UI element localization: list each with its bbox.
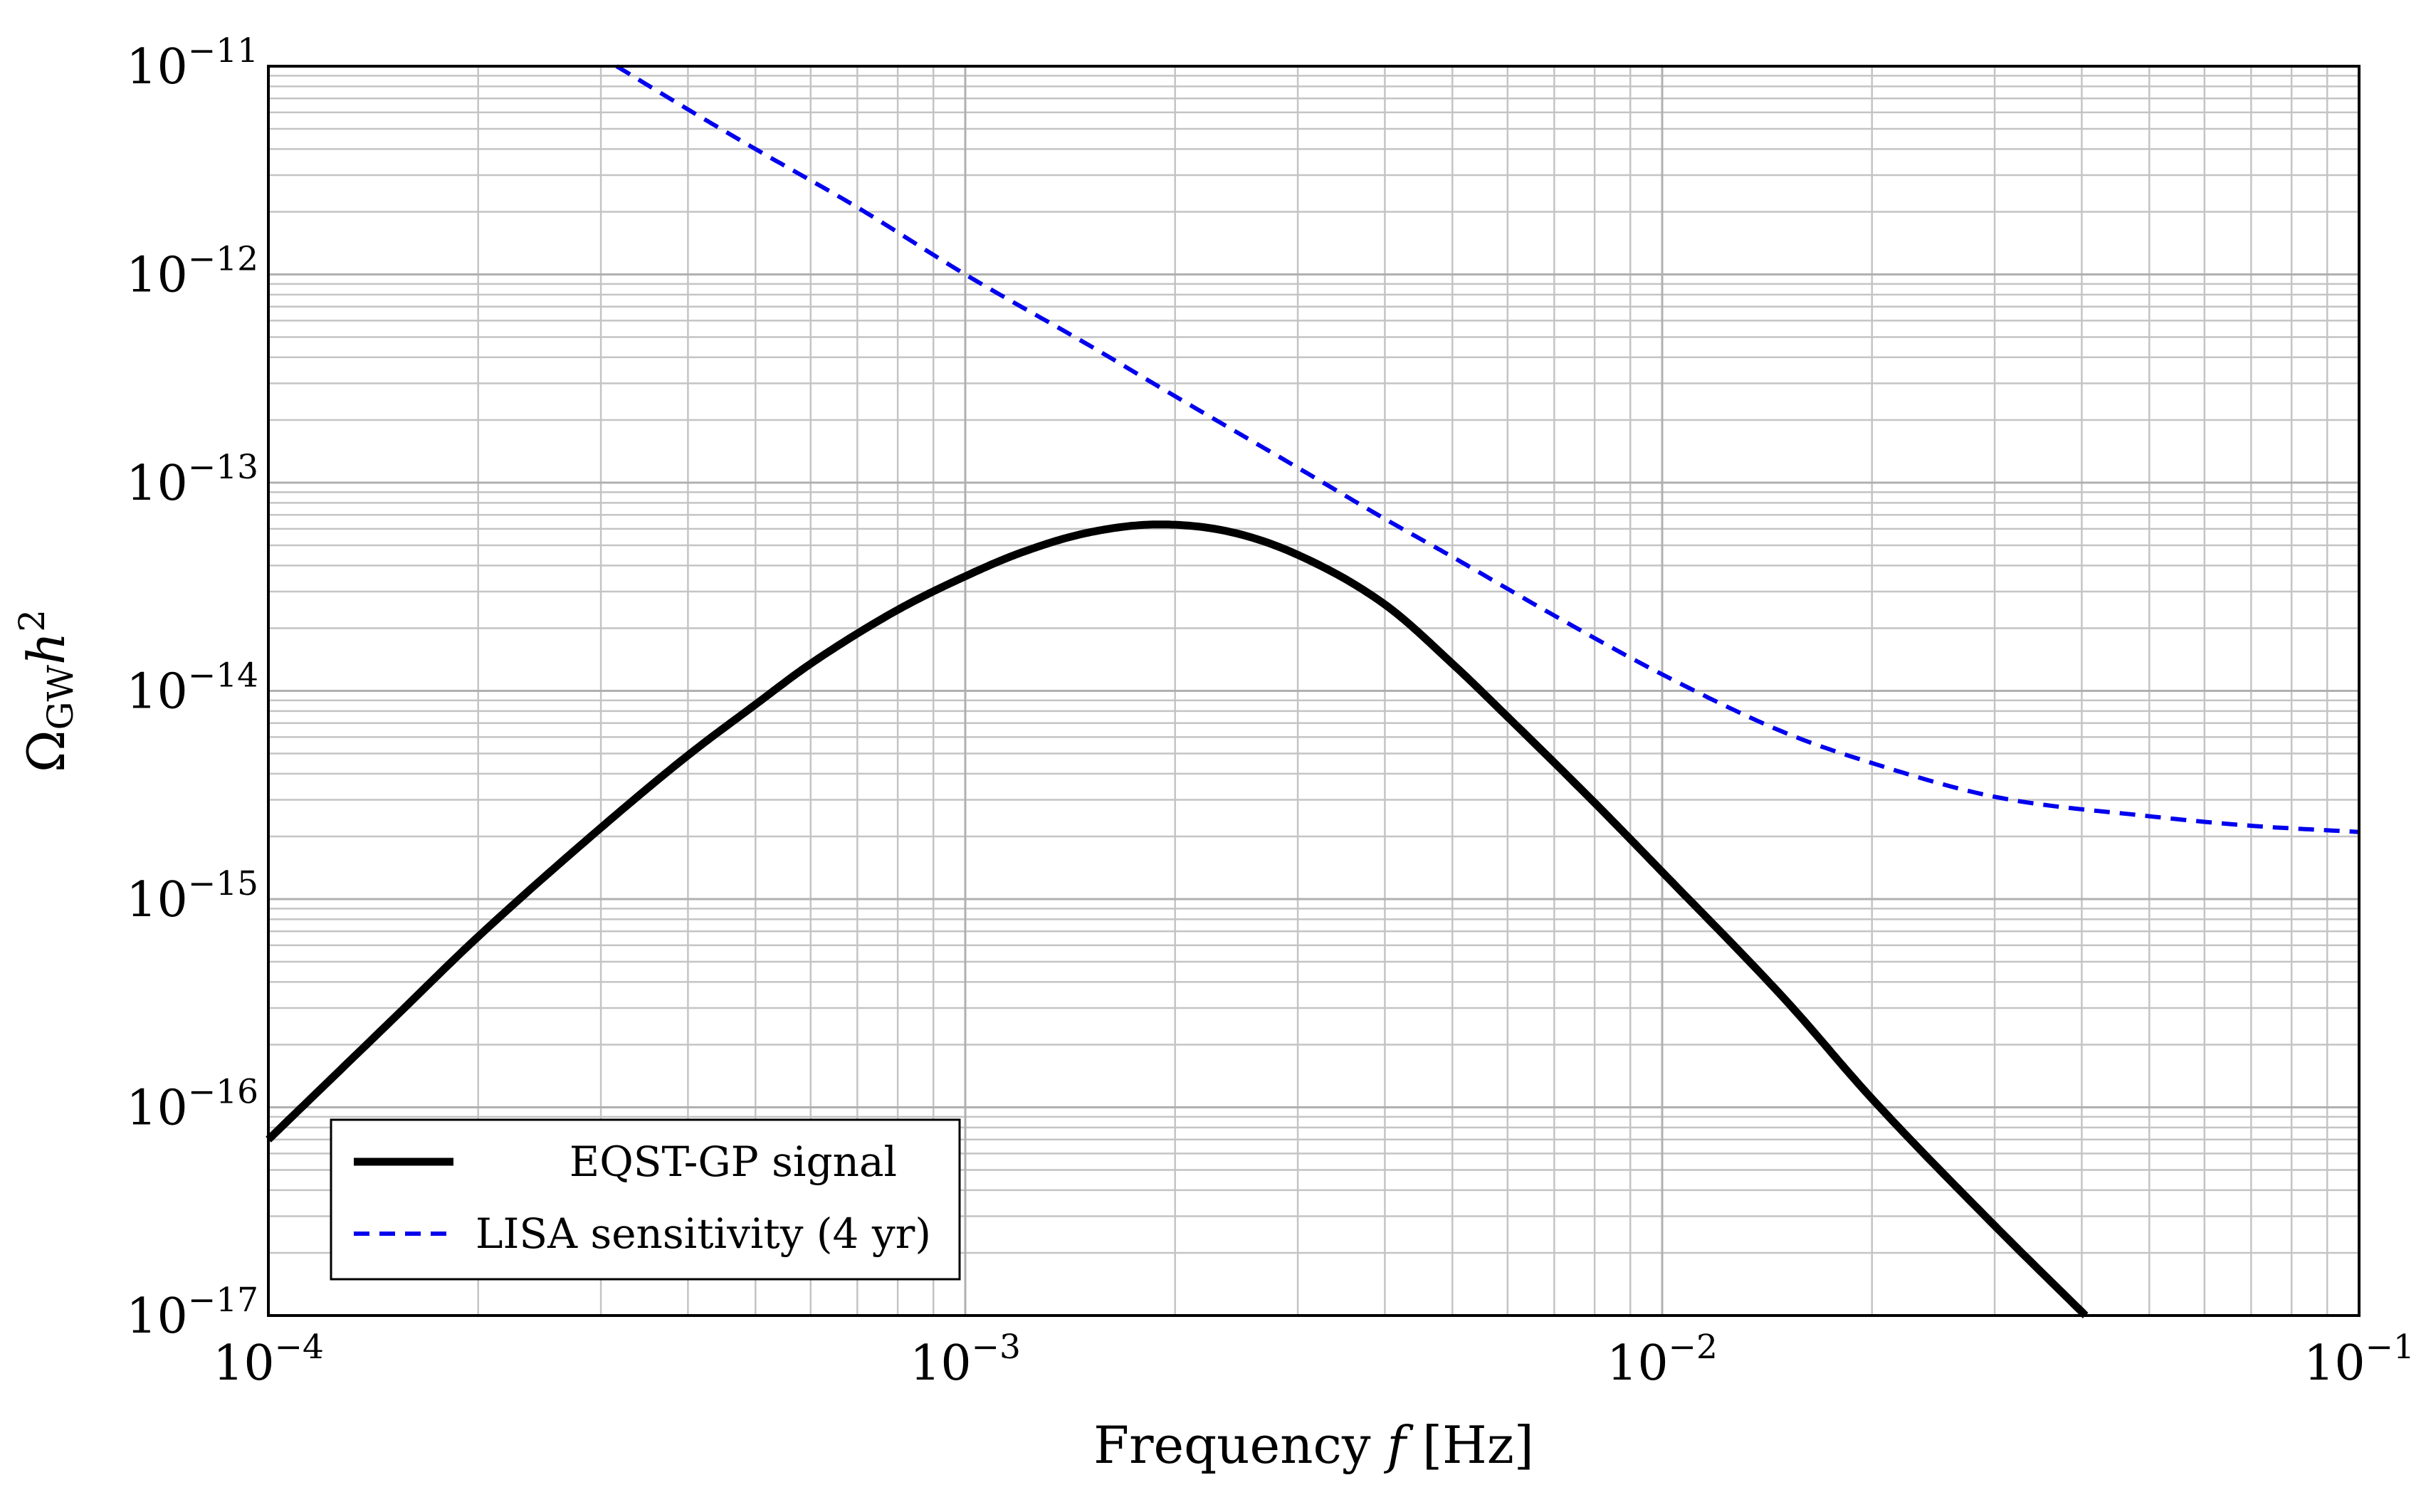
- y-tick-label: 10−15: [126, 864, 258, 928]
- y-tick-label: 10−14: [126, 656, 258, 720]
- series-layer: [266, 64, 2360, 1318]
- x-axis-label-prefix: Frequency: [1093, 1415, 1387, 1475]
- y-axis-label-var: h: [16, 632, 76, 665]
- legend-label-lisa: LISA sensitivity (4 yr): [476, 1209, 931, 1258]
- legend: EQST-GP signal LISA sensitivity (4 yr): [330, 1118, 961, 1281]
- y-axis-label: ΩGWh2: [11, 609, 81, 772]
- x-axis-label-suffix: [Hz]: [1406, 1415, 1534, 1475]
- legend-box: [330, 1118, 961, 1281]
- y-axis-label-sup: 2: [11, 609, 53, 632]
- y-axis-label-sub: GW: [40, 664, 81, 730]
- x-tick-label: 10−3: [910, 1328, 1021, 1392]
- y-tick-label: 10−12: [126, 240, 258, 304]
- y-tick-label: 10−13: [126, 448, 258, 512]
- y-tick-label: 10−17: [126, 1281, 258, 1345]
- y-axis-label-symbol: Ω: [16, 730, 76, 772]
- series-line-lisa: [615, 64, 2360, 834]
- series-line-signal: [266, 520, 2089, 1318]
- plot-frame: [267, 65, 2361, 1317]
- x-tick-label: 10−2: [1607, 1328, 1718, 1392]
- x-tick-labels: 10−4 10−3 10−2 10−1: [213, 1328, 2415, 1392]
- y-tick-label: 10−16: [126, 1073, 258, 1137]
- x-axis-label: Frequency f [Hz]: [1093, 1415, 1534, 1475]
- y-tick-label: 10−11: [126, 31, 258, 95]
- legend-label-signal: EQST-GP signal: [569, 1138, 897, 1186]
- x-tick-label: 10−4: [213, 1328, 324, 1392]
- x-tick-label: 10−1: [2304, 1328, 2415, 1392]
- y-tick-labels: 10−11 10−12 10−13 10−14 10−15 10−16 10−17: [126, 31, 258, 1345]
